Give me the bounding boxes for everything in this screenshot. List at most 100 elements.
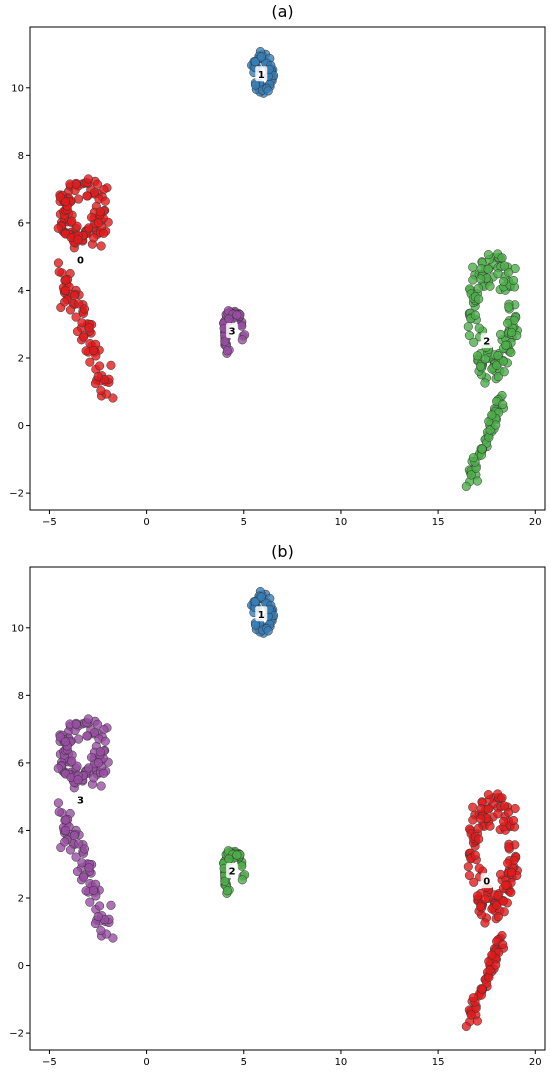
cluster-0-point <box>499 907 509 917</box>
cluster-3-point <box>93 912 103 922</box>
cluster-3-point <box>84 763 94 773</box>
cluster-3-point <box>82 731 92 741</box>
cluster-2-point <box>499 261 510 271</box>
cluster-3-point <box>71 852 81 862</box>
cluster-2-point <box>468 262 478 272</box>
cluster-2-point <box>476 274 486 284</box>
cluster-3-point <box>61 826 71 836</box>
cluster-1-point <box>250 80 261 90</box>
cluster-0-point <box>79 332 89 342</box>
cluster-2-point <box>493 350 503 361</box>
cluster-0-point <box>463 862 473 872</box>
cluster-label: 3 <box>77 796 84 807</box>
cluster-label: 3 <box>229 326 236 337</box>
cluster-3-point <box>95 901 105 911</box>
y-tick-label: 2 <box>18 354 24 365</box>
cluster-3-point <box>237 321 247 331</box>
cluster-3-point <box>73 775 83 785</box>
cluster-1-point <box>250 620 261 630</box>
y-tick-label: 6 <box>18 758 24 769</box>
cluster-3-point <box>65 845 75 855</box>
cluster-2-point <box>463 322 473 332</box>
cluster-label-bg <box>255 606 268 622</box>
cluster-0-point <box>493 809 503 819</box>
cluster-3-point <box>69 831 79 841</box>
cluster-3-point <box>96 781 106 791</box>
cluster-3-point <box>60 837 70 847</box>
cluster-0-point <box>69 291 79 301</box>
y-tick-label: 6 <box>18 218 24 229</box>
cluster-label: 2 <box>483 337 490 348</box>
cluster-3-point <box>53 763 63 773</box>
cluster-2-point <box>504 302 514 312</box>
cluster-2-point <box>499 367 509 377</box>
cluster-0-point <box>506 887 516 897</box>
cluster-0-point <box>472 891 483 901</box>
cluster-2-point <box>222 886 232 896</box>
panel-title: (b) <box>271 542 294 561</box>
y-tick-label: 10 <box>11 623 24 634</box>
cluster-3-point <box>96 926 106 936</box>
x-tick-label: 20 <box>529 517 542 528</box>
cluster-0-point <box>498 939 508 950</box>
cluster-2-point <box>506 347 516 357</box>
cluster-2-point <box>469 337 479 347</box>
cluster-0-point <box>474 863 484 873</box>
cluster-3-point <box>79 844 90 854</box>
cluster-0-point <box>61 286 71 296</box>
cluster-3-point <box>222 346 232 356</box>
cluster-label-bg <box>226 322 239 338</box>
cluster-0-point <box>67 216 77 226</box>
cluster-1-point <box>256 592 266 602</box>
cluster-3-point <box>106 900 116 910</box>
cluster-0-point <box>84 223 94 233</box>
cluster-3-point <box>71 719 81 729</box>
cluster-2-point <box>470 310 480 320</box>
cluster-2-point <box>485 281 495 291</box>
x-tick-label: −5 <box>42 1057 57 1068</box>
y-tick-label: 8 <box>18 151 24 162</box>
cluster-0-point <box>483 804 493 814</box>
cluster-0-point <box>71 312 81 322</box>
cluster-0-point <box>476 901 486 911</box>
plot-frame <box>29 26 546 511</box>
x-tick-label: −5 <box>42 517 57 528</box>
cluster-0-point <box>485 821 495 831</box>
cluster-0-point <box>485 965 495 975</box>
panel-title: (a) <box>271 2 293 21</box>
cluster-3-point <box>232 310 242 320</box>
y-tick-label: 10 <box>11 83 24 94</box>
cluster-0-point <box>96 241 106 251</box>
cluster-0-point <box>470 850 480 860</box>
cluster-3-point <box>92 719 103 729</box>
cluster-label: 0 <box>483 877 490 888</box>
scatter-plot-a: (a) −5 0 5 10 15 20 −2 0 2 4 6 8 10 0 1 2 3 <box>9 2 546 528</box>
cluster-0-point <box>60 297 70 307</box>
cluster-2-point <box>498 399 508 410</box>
cluster-0-point <box>61 275 71 285</box>
cluster-0-point <box>96 386 106 396</box>
cluster-0-point <box>53 223 63 233</box>
cluster-0-point <box>473 823 484 833</box>
cluster-3-point <box>93 758 103 768</box>
cluster-0-point <box>93 372 103 382</box>
cluster-0-point <box>493 890 503 901</box>
cluster-2-point <box>498 356 508 366</box>
y-tick-label: 8 <box>18 691 24 702</box>
cluster-3-point <box>61 815 71 825</box>
cluster-2-point <box>503 318 513 328</box>
cluster-2-point <box>497 253 507 263</box>
cluster-0-point <box>503 858 513 868</box>
cluster-2-point <box>468 275 478 285</box>
cluster-0-point <box>54 267 64 277</box>
cluster-0-point <box>84 323 94 333</box>
plot-frame <box>29 566 546 1051</box>
cluster-label-bg <box>255 66 268 82</box>
cluster-3-point <box>99 768 109 778</box>
cluster-0-point <box>492 900 502 910</box>
x-tick-label: 0 <box>143 517 149 528</box>
cluster-3-point <box>84 863 94 873</box>
cluster-0-point <box>72 326 83 337</box>
cluster-0-point <box>480 894 490 904</box>
cluster-2-point <box>492 360 502 370</box>
